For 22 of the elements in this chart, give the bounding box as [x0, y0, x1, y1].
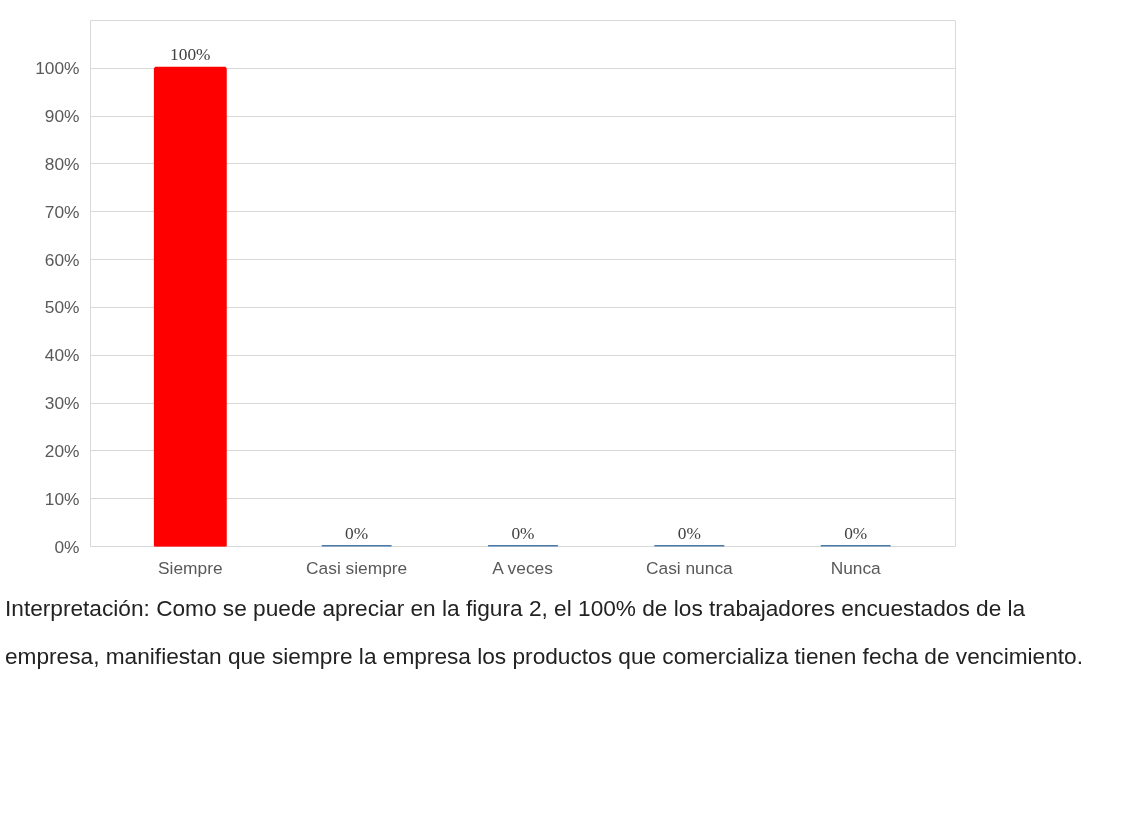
- y-tick-label: 100%: [35, 58, 80, 79]
- x-tick-label: Casi nunca: [646, 557, 734, 578]
- x-tick-label: Casi siempre: [306, 557, 408, 578]
- x-tick-label: A veces: [492, 557, 554, 578]
- y-tick-label: 60%: [44, 249, 80, 270]
- data-label: 0%: [511, 523, 535, 543]
- y-tick-label: 30%: [44, 393, 80, 414]
- y-tick-label: 70%: [44, 201, 80, 222]
- y-tick-label: 90%: [44, 106, 80, 127]
- y-tick-label: 0%: [54, 536, 80, 557]
- y-tick-label: 80%: [44, 153, 80, 174]
- y-tick-label: 40%: [44, 345, 80, 366]
- y-tick-label: 50%: [44, 297, 80, 318]
- data-label: 0%: [677, 523, 701, 543]
- text: Interpretación: Como se puede apreciar en la figura 2, el 100% de los trabajadores encuestados de la empresa, manifiestan que siempre la empresa los productos que comercializa tienen fecha de vencimiento.: [5, 594, 1084, 671]
- y-tick-label: 10%: [44, 488, 80, 509]
- data-label: 0%: [345, 523, 369, 543]
- x-tick-label: Siempre: [158, 557, 223, 578]
- x-tick-label: Nunca: [830, 557, 882, 578]
- data-label: 0%: [844, 523, 868, 543]
- data-label: 100%: [170, 45, 211, 65]
- y-tick-label: 20%: [44, 440, 80, 461]
